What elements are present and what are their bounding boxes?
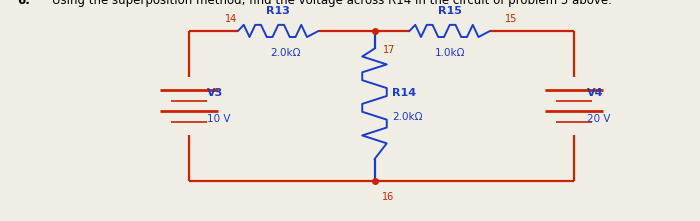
Text: 6.: 6. xyxy=(18,0,30,7)
Text: V4: V4 xyxy=(587,88,603,98)
Text: R14: R14 xyxy=(392,88,416,98)
Text: 20 V: 20 V xyxy=(587,114,610,124)
Text: 1.0kΩ: 1.0kΩ xyxy=(435,48,465,58)
Text: V3: V3 xyxy=(206,88,223,98)
Text: 17: 17 xyxy=(383,45,395,55)
Text: R13: R13 xyxy=(266,6,290,16)
Text: 2.0kΩ: 2.0kΩ xyxy=(392,112,423,122)
Text: 10 V: 10 V xyxy=(206,114,230,124)
Text: 16: 16 xyxy=(382,192,393,202)
Text: R15: R15 xyxy=(438,6,462,16)
Text: Using the superposition method, find the voltage across R14 in the circuit of pr: Using the superposition method, find the… xyxy=(52,0,612,7)
Text: 14: 14 xyxy=(225,14,237,24)
Text: 2.0kΩ: 2.0kΩ xyxy=(270,48,300,58)
Text: 15: 15 xyxy=(505,14,517,24)
